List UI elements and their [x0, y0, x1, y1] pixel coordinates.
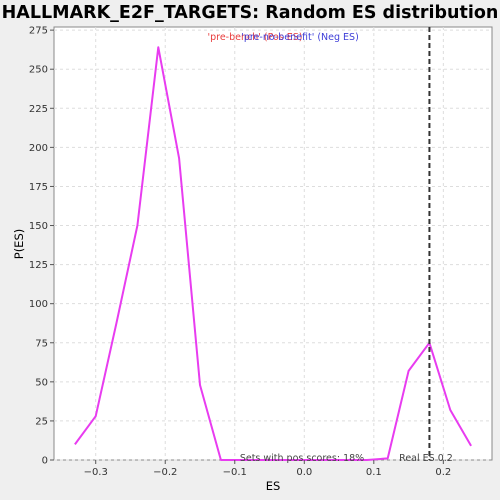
y-tick-label: 150 — [29, 221, 48, 232]
y-tick-label: 125 — [29, 260, 48, 271]
series-layer — [74, 46, 472, 461]
plot-area — [53, 26, 493, 461]
y-axis-label: P(ES) — [12, 229, 26, 259]
x-tick-label: 0.0 — [296, 467, 312, 478]
x-tick-label: −0.3 — [84, 467, 108, 478]
sets-with-pos-scores-note: Sets with pos scores: 18% — [240, 453, 364, 464]
y-axis: 0 25 50 75 100 125 150 175 200 225 250 275 — [29, 26, 54, 467]
y-tick-label: 0 — [42, 456, 48, 467]
real-es-note: Real ES 0.2 — [399, 453, 453, 464]
x-axis-label: ES — [266, 479, 281, 493]
x-axis: −0.3 −0.2 −0.1 0.0 0.1 0.2 — [84, 460, 451, 478]
x-tick-label: −0.1 — [223, 467, 247, 478]
y-tick-label: 225 — [29, 104, 48, 115]
x-tick-label: 0.2 — [435, 467, 451, 478]
y-tick-label: 25 — [35, 416, 48, 427]
y-tick-label: 50 — [35, 377, 48, 388]
distribution-line — [74, 46, 472, 461]
y-tick-label: 175 — [29, 182, 48, 193]
legend-neg-entry: 'pre-no-benefit' (Neg ES) — [241, 32, 359, 43]
y-tick-label: 250 — [29, 65, 48, 76]
legend-pos-entry: 'pre-bench' (Pos ES) — [208, 32, 303, 43]
chart-title: HALLMARK_E2F_TARGETS: Random ES distribu… — [2, 3, 499, 23]
grid — [54, 27, 492, 461]
y-tick-label: 275 — [29, 26, 48, 37]
x-tick-label: 0.1 — [366, 467, 382, 478]
y-tick-label: 75 — [35, 338, 48, 349]
y-tick-label: 200 — [29, 143, 48, 154]
x-tick-label: −0.2 — [153, 467, 177, 478]
y-tick-label: 100 — [29, 299, 48, 310]
